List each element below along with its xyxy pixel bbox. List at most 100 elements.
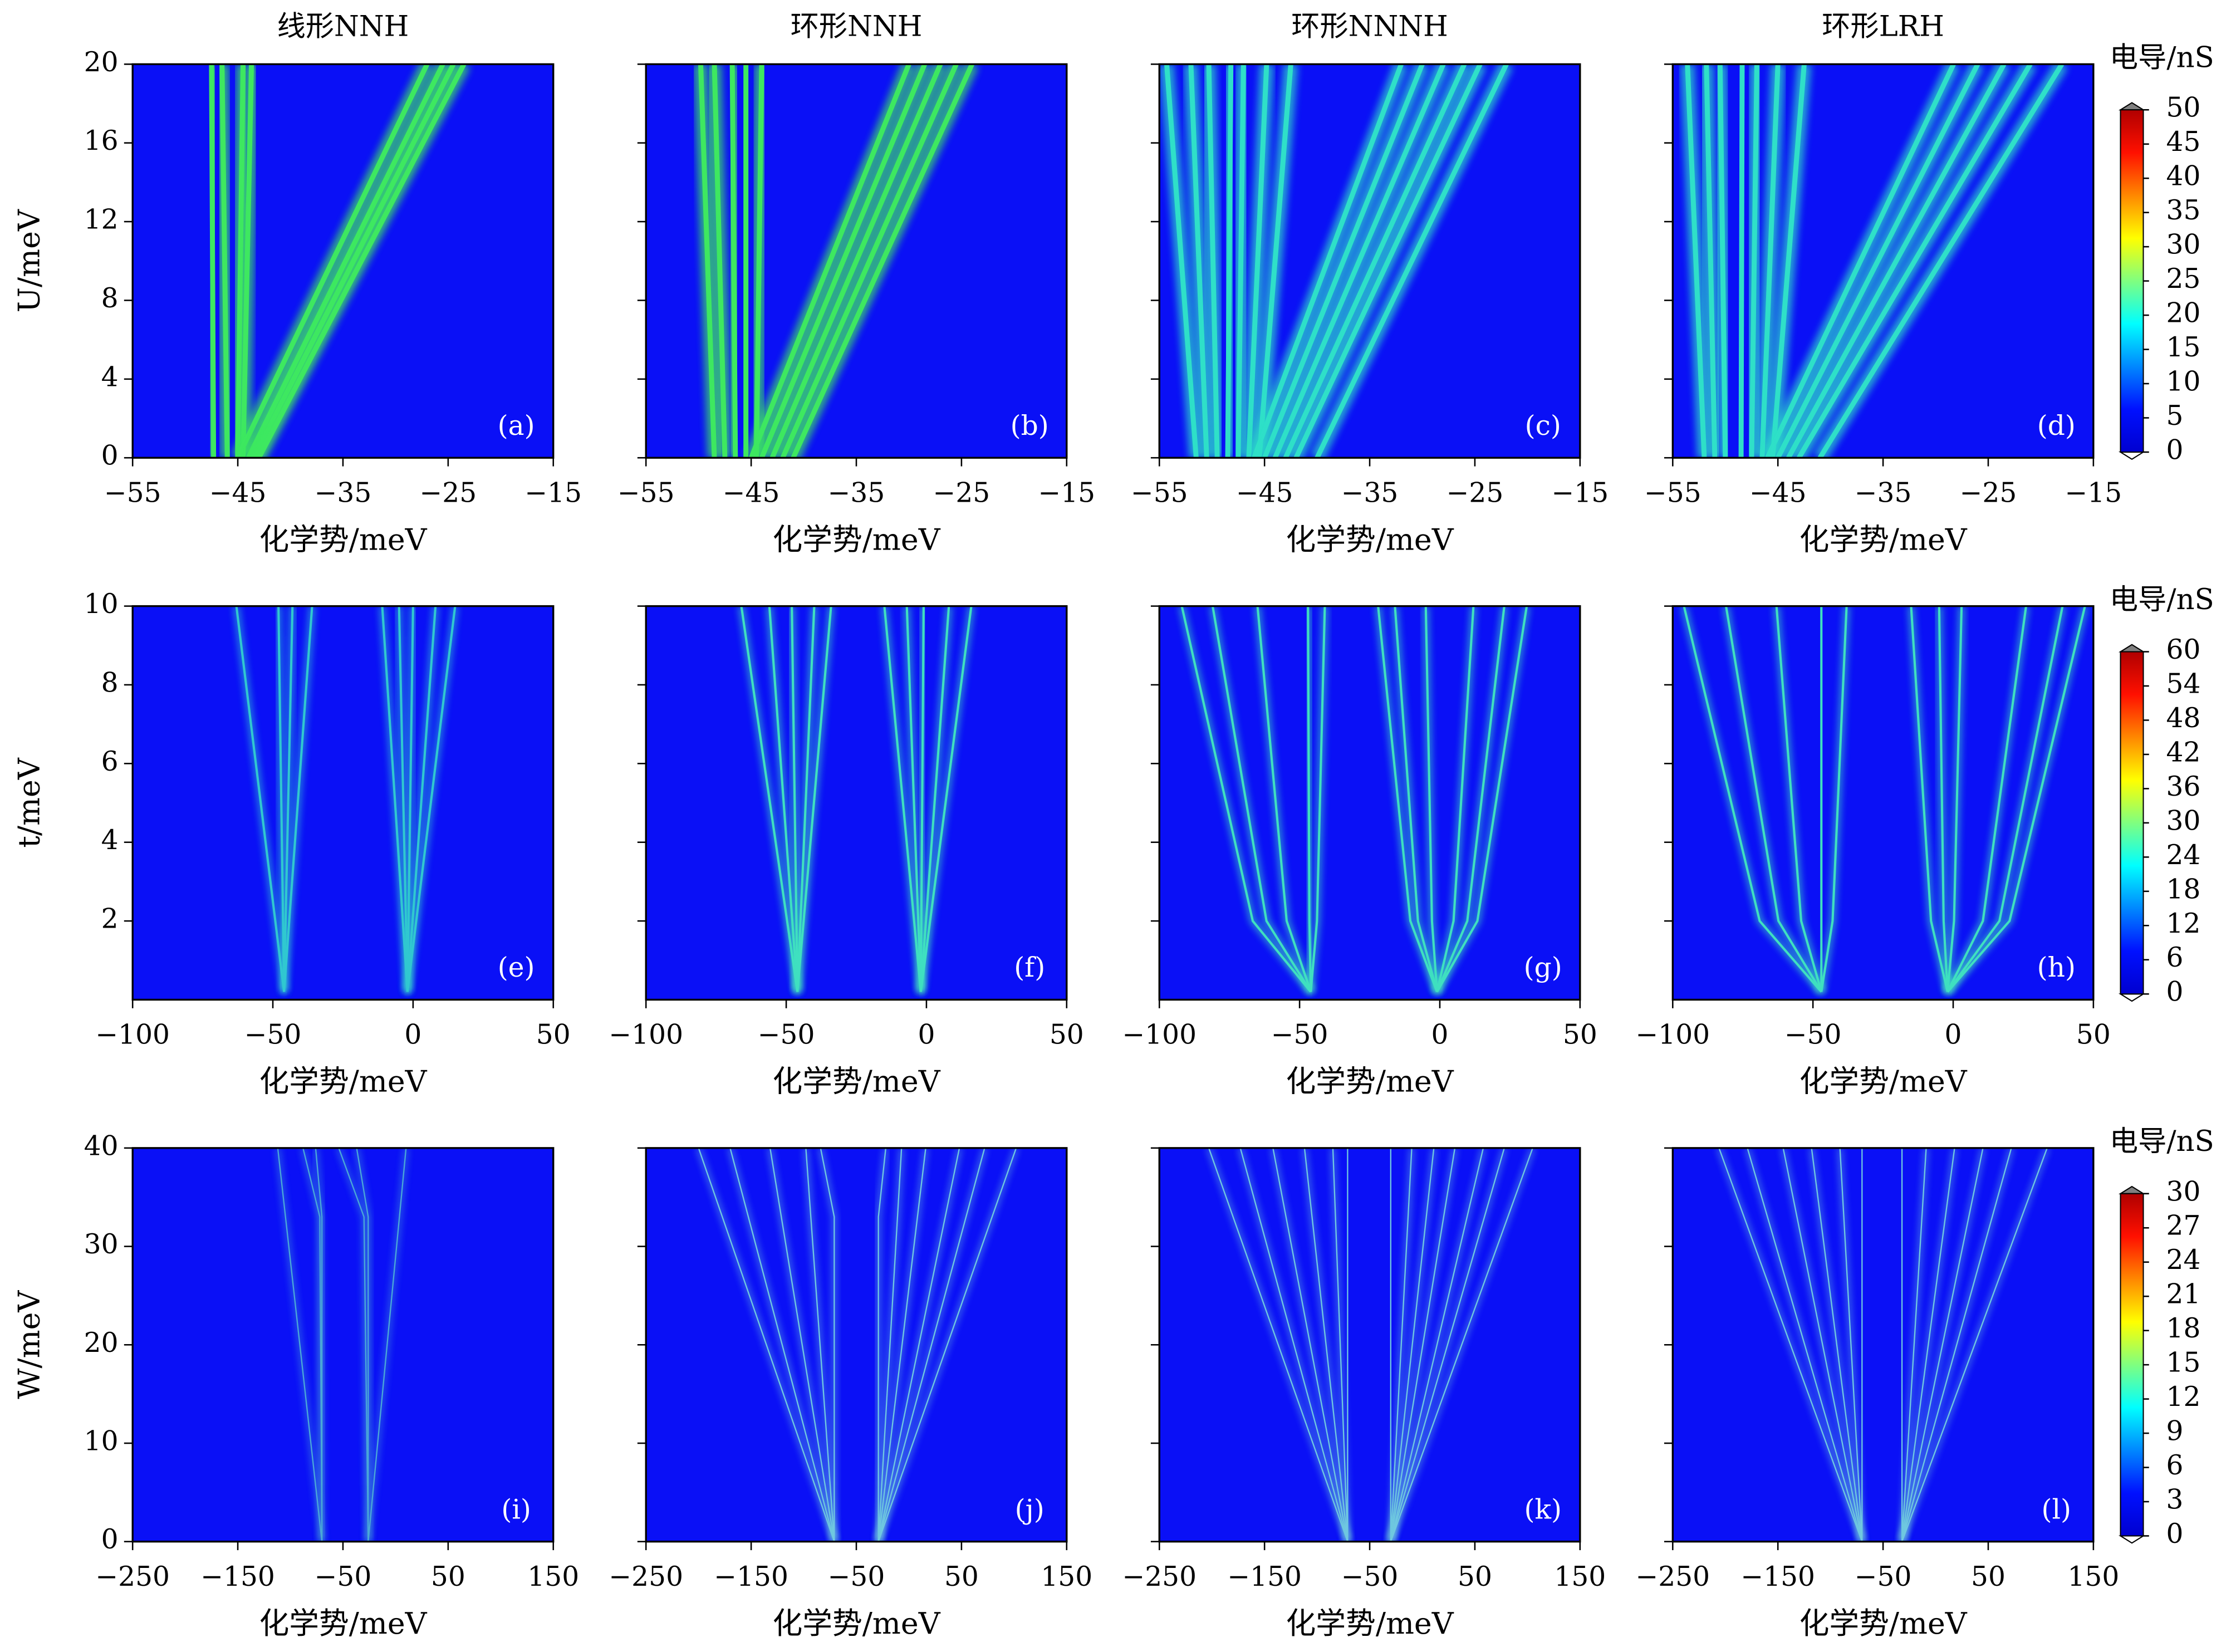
ridge xyxy=(1252,64,1404,458)
x-tick-label: 50 xyxy=(1458,1561,1492,1592)
colorbar-under xyxy=(2118,1535,2146,1544)
ridge xyxy=(1390,1148,1413,1542)
ridge xyxy=(241,64,254,458)
x-tick-label: 50 xyxy=(1971,1561,2005,1592)
x-tick-label: 0 xyxy=(1945,1019,1962,1051)
ridge xyxy=(877,1148,1017,1542)
colorbar-tick-label: 50 xyxy=(2166,92,2201,124)
ridge xyxy=(283,606,313,992)
panel: −55 −45 −35 −25 −15 环形NNH 化学势/meV (b) xyxy=(617,9,1095,557)
ridge xyxy=(698,64,717,458)
colorbar-under xyxy=(2118,451,2146,460)
panel: −100 −50 0 50 2 4 6 8 10 化学势/meV t/meV (e) xyxy=(11,589,570,1099)
ridge xyxy=(1782,1148,1863,1542)
x-tick-label: −45 xyxy=(1749,477,1807,508)
ridge xyxy=(1938,606,1949,992)
colorbar-over xyxy=(2118,1185,2146,1194)
ridge xyxy=(1208,1148,1349,1542)
x-tick-label: −100 xyxy=(609,1019,683,1051)
ridge xyxy=(1246,64,1269,458)
ridge xyxy=(1738,64,1745,458)
plot-background xyxy=(646,606,1067,1000)
x-tick-label: 50 xyxy=(1563,1019,1597,1051)
x-tick-label: −25 xyxy=(1960,477,2017,508)
y-tick-label: 40 xyxy=(84,1130,119,1161)
panel-label: (b) xyxy=(1011,410,1049,442)
x-tick-label: −150 xyxy=(1740,1561,1815,1592)
ridge xyxy=(406,606,437,992)
ridge xyxy=(406,606,457,992)
x-tick-label: 0 xyxy=(404,1019,421,1051)
x-tick-label: −25 xyxy=(420,477,477,508)
y-tick-label: 4 xyxy=(101,361,119,393)
x-tick-label: −25 xyxy=(933,477,990,508)
ridge xyxy=(791,606,799,992)
panel-label: (e) xyxy=(498,952,535,983)
y-tick-label: 12 xyxy=(84,204,119,236)
ridge xyxy=(1272,1148,1349,1542)
colorbar-under xyxy=(2118,993,2146,1002)
plot-frame xyxy=(1158,605,1581,1001)
colorbar-over xyxy=(2118,644,2146,653)
colorbar-tick-label: 35 xyxy=(2166,195,2201,226)
panel: −250 −150 −50 50 150 化学势/meV (j) xyxy=(609,1147,1092,1641)
colorbar-tick-label: 36 xyxy=(2166,771,2201,802)
ridges xyxy=(1681,606,2088,994)
ridge xyxy=(883,606,922,992)
ridge xyxy=(877,1148,926,1542)
plot-frame xyxy=(131,605,555,1001)
ridge xyxy=(367,1148,407,1542)
ridge xyxy=(1946,606,2086,993)
panel-label: (a) xyxy=(498,410,535,442)
ridge xyxy=(1901,1148,2048,1542)
y-tick-label: 4 xyxy=(101,825,119,856)
ridge xyxy=(1211,606,1312,993)
panel-label: (c) xyxy=(1525,410,1561,442)
colorbar-over xyxy=(2118,102,2146,111)
x-tick-label: −250 xyxy=(1635,1561,1710,1592)
ridge xyxy=(820,1148,835,1542)
x-tick-label: −50 xyxy=(1784,1019,1842,1051)
ridges xyxy=(1159,64,1513,458)
ridges xyxy=(276,1148,408,1542)
x-tick-label: −250 xyxy=(1122,1561,1197,1592)
ridge xyxy=(698,1148,835,1542)
ridge xyxy=(1685,64,1707,458)
ridge xyxy=(712,64,728,458)
ridge xyxy=(1839,1148,1863,1542)
x-tick-label: −100 xyxy=(95,1019,170,1051)
colorbar-tick-label: 24 xyxy=(2166,1244,2201,1276)
ridge xyxy=(1683,606,1822,993)
panel-title: 环形NNNH xyxy=(1291,9,1448,43)
x-axis-label: 化学势/meV xyxy=(772,1606,940,1641)
colorbar-label: 电导/nS xyxy=(2110,583,2214,616)
colorbar-tick-label: 18 xyxy=(2166,874,2201,905)
panel-title: 环形NNH xyxy=(791,9,923,43)
x-axis-label: 化学势/meV xyxy=(259,1606,427,1641)
ridge xyxy=(236,64,430,458)
panel: −250 −150 −50 50 150 化学势/meV (k) xyxy=(1122,1147,1606,1641)
colorbar-tick-label: 27 xyxy=(2166,1210,2201,1242)
colorbar-label: 电导/nS xyxy=(2110,1125,2214,1158)
y-tick-label: 6 xyxy=(101,746,119,777)
panel-label: (l) xyxy=(2042,1494,2072,1525)
ridge xyxy=(1293,64,1483,458)
colorbar-tick-label: 45 xyxy=(2166,126,2201,158)
x-tick-label: −50 xyxy=(244,1019,302,1051)
x-tick-label: 150 xyxy=(2067,1561,2119,1592)
colorbar-tick-label: 10 xyxy=(2166,366,2201,398)
ridges xyxy=(233,606,458,992)
ridge xyxy=(877,1148,960,1542)
ridge xyxy=(919,606,950,992)
ridge xyxy=(1206,64,1220,458)
x-tick-label: 150 xyxy=(527,1561,579,1592)
ridge xyxy=(780,64,959,458)
colorbar-tick-label: 5 xyxy=(2166,400,2184,432)
colorbar-tick-label: 21 xyxy=(2166,1279,2201,1310)
x-tick-label: −45 xyxy=(1236,477,1293,508)
x-axis-label: 化学势/meV xyxy=(259,1064,427,1099)
plot-background xyxy=(1159,1148,1580,1542)
colorbar-tick-label: 15 xyxy=(2166,332,2201,363)
x-axis-label: 化学势/meV xyxy=(1286,1606,1454,1641)
ridge xyxy=(1303,1148,1349,1542)
